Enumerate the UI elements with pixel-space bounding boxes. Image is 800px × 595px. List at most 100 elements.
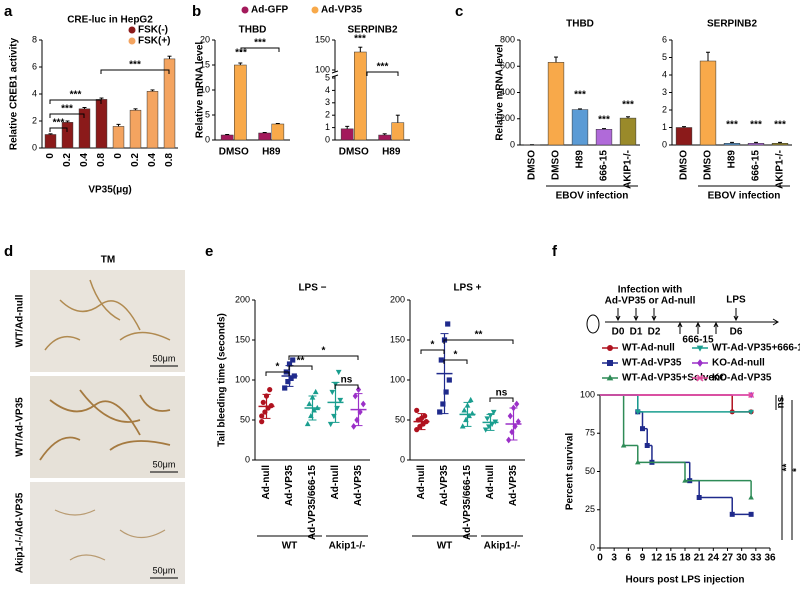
x-tick-label: DMSO bbox=[219, 147, 249, 158]
y-tick-label: 50 bbox=[585, 466, 595, 476]
significance: *** bbox=[129, 60, 141, 71]
point bbox=[748, 494, 754, 500]
bar bbox=[595, 129, 613, 146]
group-label: Akip1-/- bbox=[329, 541, 366, 552]
point bbox=[306, 400, 313, 407]
significance: ns bbox=[776, 396, 787, 408]
y-tick-label: 600 bbox=[500, 61, 515, 71]
legend-label: KO-Ad-null bbox=[712, 358, 765, 369]
y-tick-label: 0 bbox=[590, 542, 595, 552]
bar bbox=[95, 99, 108, 149]
point bbox=[748, 409, 754, 415]
group-label: Akip1-/- bbox=[484, 541, 521, 552]
chart-title: LPS − bbox=[298, 283, 326, 294]
legend-label: KO-Ad-VP35 bbox=[712, 373, 772, 384]
bar bbox=[340, 128, 354, 141]
x-axis-label: VP35(μg) bbox=[88, 185, 131, 196]
point bbox=[259, 419, 265, 425]
point bbox=[682, 477, 688, 483]
timeline-label: D2 bbox=[648, 327, 661, 338]
legend-marker bbox=[241, 6, 249, 14]
x-tick-label: 666-15 bbox=[599, 150, 610, 182]
point bbox=[312, 388, 319, 395]
x-tick-label: DMSO bbox=[339, 147, 369, 158]
x-tick-label: 0.8 bbox=[96, 153, 107, 167]
x-tick-label: Ad-null bbox=[261, 465, 272, 500]
y-tick-label: 150 bbox=[390, 334, 405, 344]
point bbox=[335, 369, 342, 376]
point bbox=[414, 407, 420, 413]
arrow-up bbox=[713, 321, 719, 334]
point bbox=[357, 408, 363, 416]
image bbox=[30, 270, 185, 372]
point bbox=[507, 412, 513, 420]
bar bbox=[619, 117, 637, 146]
arrow-down bbox=[633, 308, 639, 322]
y-tick-label: 200 bbox=[390, 294, 405, 304]
panel-label: c bbox=[455, 3, 463, 20]
y-tick-label: 20 bbox=[200, 34, 210, 44]
x-tick-label: Ad-VP35 bbox=[353, 465, 364, 507]
point bbox=[748, 511, 754, 517]
x-tick-label: Ad-VP35/666-15 bbox=[462, 465, 473, 540]
group-label: WT bbox=[282, 541, 298, 552]
panel-label: e bbox=[205, 243, 213, 260]
y-tick-label: 5 bbox=[325, 72, 330, 82]
y-tick-label: 100 bbox=[580, 389, 595, 399]
point bbox=[290, 357, 296, 363]
point bbox=[635, 459, 641, 465]
x-tick-label: 0.2 bbox=[62, 153, 73, 167]
point bbox=[438, 357, 444, 363]
point bbox=[484, 416, 491, 422]
y-tick-label: 50 bbox=[395, 414, 405, 424]
bracket bbox=[288, 355, 359, 360]
y-tick-label: 4 bbox=[662, 69, 667, 79]
significance: ns bbox=[341, 375, 353, 386]
chart-title: SERPINB2 bbox=[347, 25, 397, 36]
significance: *** bbox=[726, 120, 738, 131]
bracket bbox=[443, 359, 468, 364]
bar bbox=[547, 62, 565, 146]
x-tick-label: AKIP1-/- bbox=[623, 150, 634, 189]
bar bbox=[747, 143, 765, 146]
point bbox=[506, 436, 512, 444]
x-tick-label: Ad-null bbox=[330, 465, 341, 500]
x-tick-label: Ad-VP35 bbox=[439, 465, 450, 507]
significance: *** bbox=[53, 118, 65, 129]
x-tick-label: 9 bbox=[640, 553, 646, 564]
y-axis-label: Relative CREB1 activity bbox=[9, 37, 20, 150]
y-tick-label: 0 bbox=[510, 139, 515, 149]
x-tick-label: H89 bbox=[382, 147, 401, 158]
bar bbox=[391, 122, 405, 141]
bar bbox=[354, 51, 367, 141]
y-tick-label: 0 bbox=[662, 139, 667, 149]
point bbox=[268, 403, 274, 409]
significance: *** bbox=[750, 120, 762, 131]
y-tick-label: 75 bbox=[585, 428, 595, 438]
legend-marker bbox=[697, 359, 703, 367]
bracket bbox=[420, 349, 445, 354]
bar bbox=[258, 132, 271, 141]
bracket bbox=[49, 127, 68, 132]
bar bbox=[112, 126, 125, 149]
micrograph-images bbox=[30, 270, 185, 584]
legend-label: FSK(-) bbox=[138, 25, 168, 36]
x-tick-label: 0.4 bbox=[147, 153, 158, 167]
legend-label: Ad-GFP bbox=[251, 5, 289, 16]
x-tick-label: 33 bbox=[750, 553, 762, 564]
x-tick-label: 666-15 bbox=[751, 150, 762, 182]
timeline-axis bbox=[605, 318, 779, 326]
x-tick-label: DMSO bbox=[703, 150, 714, 180]
bar bbox=[675, 127, 693, 146]
timeline-label: D6 bbox=[730, 327, 743, 338]
bar bbox=[271, 123, 285, 141]
x-tick-label: 0 bbox=[45, 153, 56, 159]
y-tick-label: 2 bbox=[32, 115, 37, 125]
timeline-label: 666-15 bbox=[682, 335, 714, 346]
arrow-up bbox=[695, 321, 701, 334]
x-tick-label: 21 bbox=[694, 553, 706, 564]
bracket bbox=[288, 365, 313, 370]
arrow-up bbox=[677, 321, 683, 334]
